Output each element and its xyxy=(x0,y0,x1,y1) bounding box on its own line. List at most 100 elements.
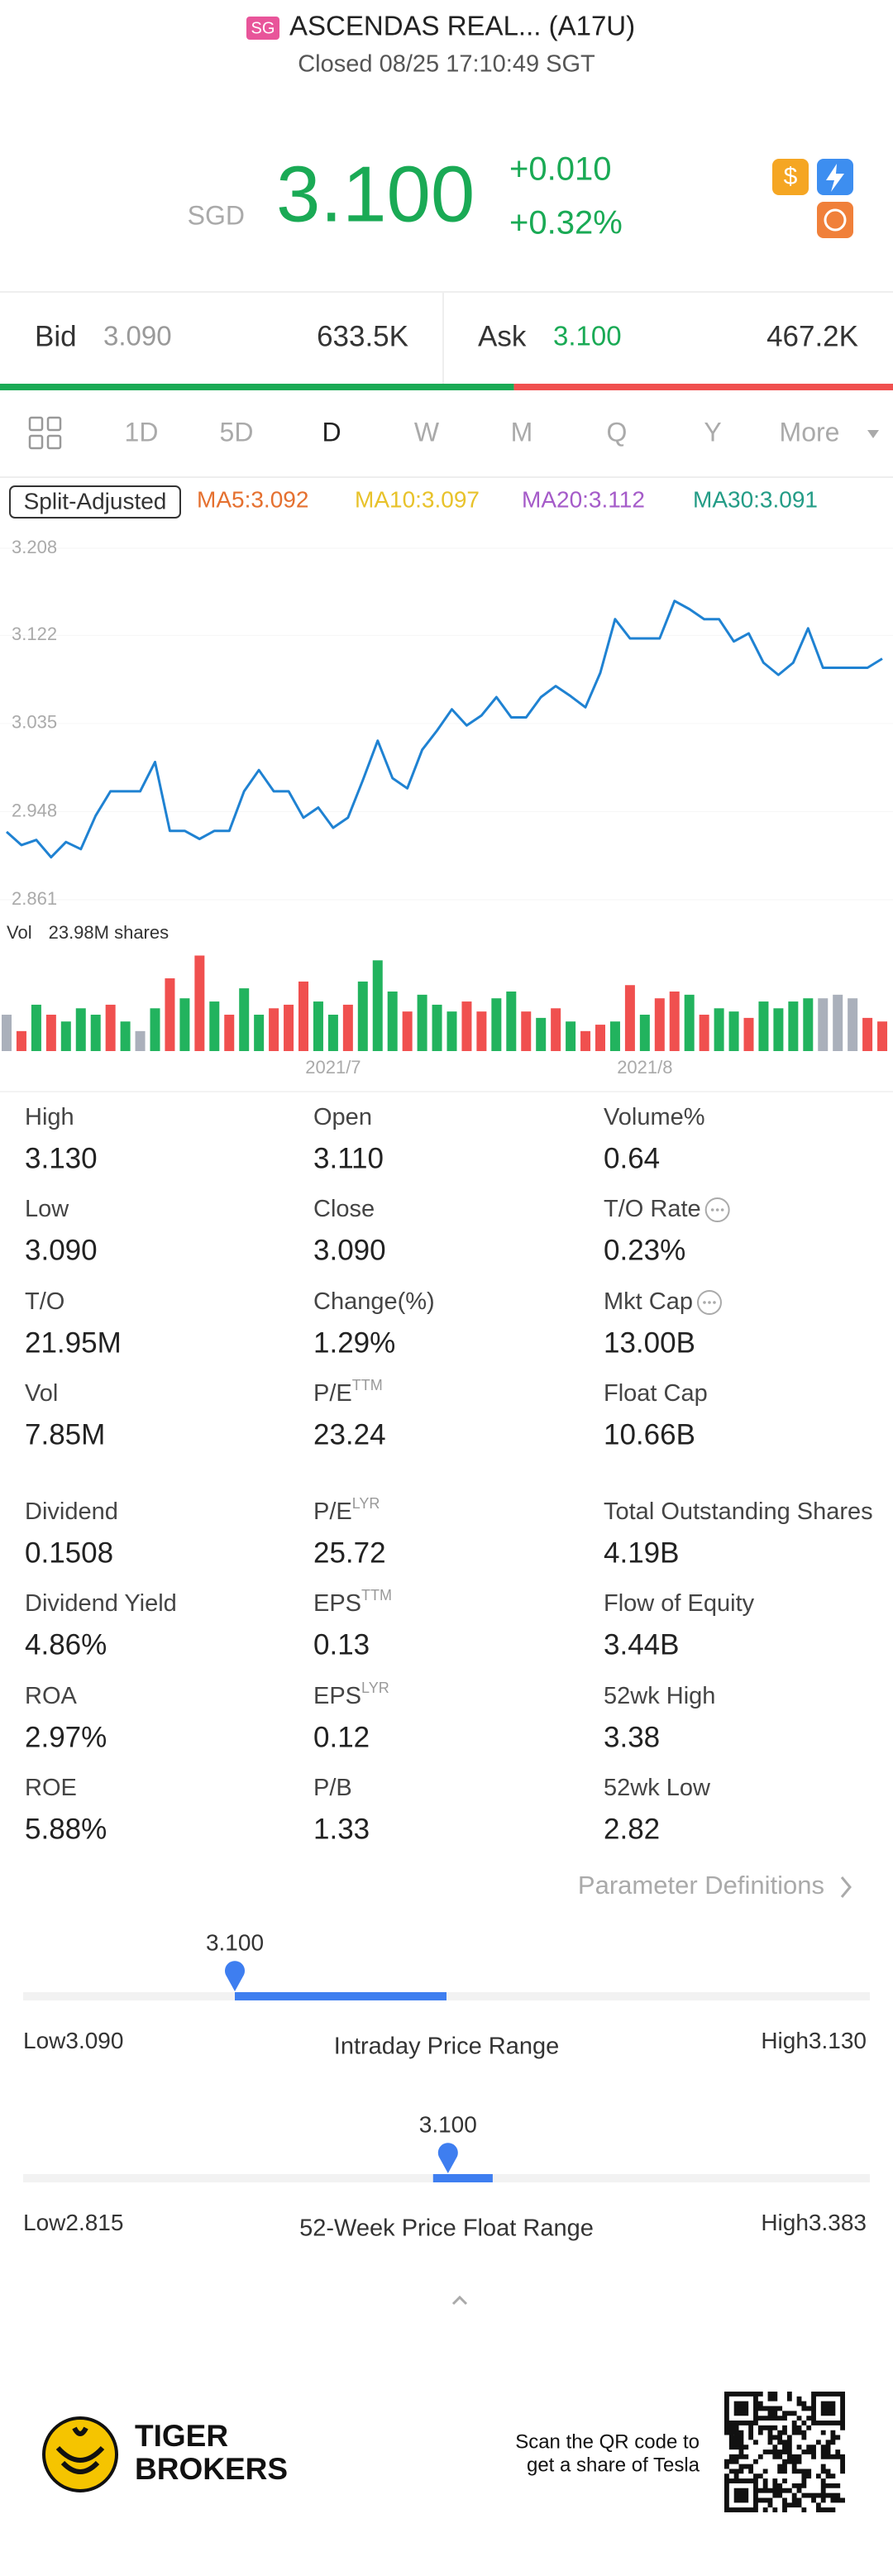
stat-label: ROE xyxy=(25,1775,77,1801)
volume-bar xyxy=(150,1008,160,1051)
icon-option[interactable] xyxy=(817,202,853,238)
volume-bar xyxy=(714,1008,724,1051)
volume-bar xyxy=(476,1011,487,1051)
brand-line: BROKERS xyxy=(135,2452,288,2486)
volume-bar xyxy=(506,991,517,1051)
price-line xyxy=(6,600,883,859)
stat-label: Vol xyxy=(25,1380,58,1407)
price-change-pct: +0.32% xyxy=(509,205,623,241)
stat-value: 2.97% xyxy=(25,1721,107,1753)
x-tick-label: 2021/7 xyxy=(305,1057,361,1078)
stat-label: Volume% xyxy=(604,1104,705,1130)
range-title: 52-Week Price Float Range xyxy=(299,2215,594,2242)
parameter-link[interactable]: Parameter Definitions xyxy=(578,1871,824,1900)
volume-bar xyxy=(758,1001,769,1051)
stat-value: 5.88% xyxy=(25,1813,107,1845)
stat-label-text: Dividend Yield xyxy=(25,1590,177,1617)
stat-label: Low xyxy=(25,1196,69,1222)
volume-bar xyxy=(461,1001,472,1051)
currency: SGD xyxy=(188,200,245,230)
stat-value: 0.23% xyxy=(604,1234,685,1266)
bid-size: 633.5K xyxy=(317,320,408,352)
volume-bar xyxy=(120,1021,131,1051)
range-price: 3.100 xyxy=(206,1929,264,1955)
stat-label: Open xyxy=(313,1104,372,1130)
ask-size: 467.2K xyxy=(766,320,858,352)
volume-bar xyxy=(848,998,858,1051)
ask-label: Ask xyxy=(478,320,527,352)
range-high-value: 3.383 xyxy=(809,2210,867,2235)
volume-bar xyxy=(60,1021,71,1051)
stat-label: EPSLYR xyxy=(313,1680,389,1709)
range-low-label: Low xyxy=(23,2210,66,2235)
volume-bar xyxy=(342,1004,353,1051)
stat-label-sup: TTM xyxy=(352,1377,383,1393)
period-tab[interactable]: More xyxy=(780,417,840,447)
volume-bar xyxy=(491,998,502,1051)
ask-price: 3.100 xyxy=(553,321,622,351)
stat-label-text: P/E xyxy=(313,1498,352,1525)
volume-bar xyxy=(269,1008,279,1051)
volume-label: Vol xyxy=(7,922,32,943)
period-tab[interactable]: Y xyxy=(704,417,721,447)
period-tab[interactable]: Q xyxy=(607,417,628,447)
stat-label-text: High xyxy=(25,1104,74,1130)
stat-value: 3.090 xyxy=(25,1234,98,1266)
volume-bar xyxy=(595,1025,605,1051)
stat-label: 52wk Low xyxy=(604,1775,711,1801)
y-tick-label: 2.861 xyxy=(12,888,57,909)
stat-value: 13.00B xyxy=(604,1326,695,1359)
stat-label-text: ROE xyxy=(25,1775,77,1801)
stat-label-text: Dividend xyxy=(25,1498,118,1525)
stat-label-text: EPS xyxy=(313,1590,361,1617)
volume-bar xyxy=(75,1008,86,1051)
period-tab[interactable]: 1D xyxy=(125,417,159,447)
range-low-label: Low xyxy=(23,2028,66,2053)
volume-bar xyxy=(402,1011,413,1051)
stat-value: 4.86% xyxy=(25,1628,107,1661)
tiger-logo-stripes xyxy=(55,2426,105,2474)
period-tab[interactable]: 5D xyxy=(220,417,254,447)
icon-glyph xyxy=(826,164,844,192)
stat-label-text: T/O xyxy=(25,1288,64,1315)
stat-label-sup: LYR xyxy=(361,1680,389,1696)
stat-label-text: P/E xyxy=(313,1380,352,1407)
ma-value: MA20:3.112 xyxy=(522,486,645,512)
period-tab[interactable]: D xyxy=(322,417,341,447)
stat-label-text: Mkt Cap xyxy=(604,1288,693,1315)
stat-label-text: Vol xyxy=(25,1380,58,1407)
stat-label: T/O xyxy=(25,1288,64,1315)
volume-bar xyxy=(877,1021,888,1051)
info-icon[interactable] xyxy=(696,1290,722,1315)
period-tab[interactable]: M xyxy=(511,417,533,447)
icon-dollar[interactable] xyxy=(772,159,809,195)
info-dot xyxy=(708,1301,711,1304)
brand-line: TIGER xyxy=(135,2419,228,2453)
layout-icon[interactable] xyxy=(28,416,62,450)
stat-label: T/O Rate xyxy=(604,1196,701,1222)
last-price: 3.100 xyxy=(276,150,475,238)
y-tick-label: 3.122 xyxy=(12,624,57,644)
volume-bar xyxy=(833,994,843,1051)
range-high: High3.130 xyxy=(761,2028,867,2053)
info-icon[interactable] xyxy=(704,1197,730,1222)
stat-value: 1.29% xyxy=(313,1326,395,1359)
collapse-arrow[interactable] xyxy=(451,2295,468,2306)
stat-value: 4.19B xyxy=(604,1537,679,1569)
volume-bar xyxy=(194,955,205,1051)
stat-label-text: T/O Rate xyxy=(604,1196,701,1222)
volume-bar xyxy=(803,998,814,1051)
stat-value: 3.38 xyxy=(604,1721,660,1753)
volume-bar xyxy=(432,1004,442,1051)
stat-label-text: ROA xyxy=(25,1683,78,1709)
stat-label: High xyxy=(25,1104,74,1130)
price-mode: Split-Adjusted xyxy=(24,488,167,514)
stat-label-text: P/B xyxy=(313,1775,352,1801)
bid-label: Bid xyxy=(35,320,77,352)
mode-box[interactable] xyxy=(9,485,181,519)
market-badge: SG xyxy=(251,19,275,37)
volume-bar xyxy=(773,1008,784,1051)
volume-bar xyxy=(135,1030,146,1051)
period-tab[interactable]: W xyxy=(414,417,440,447)
